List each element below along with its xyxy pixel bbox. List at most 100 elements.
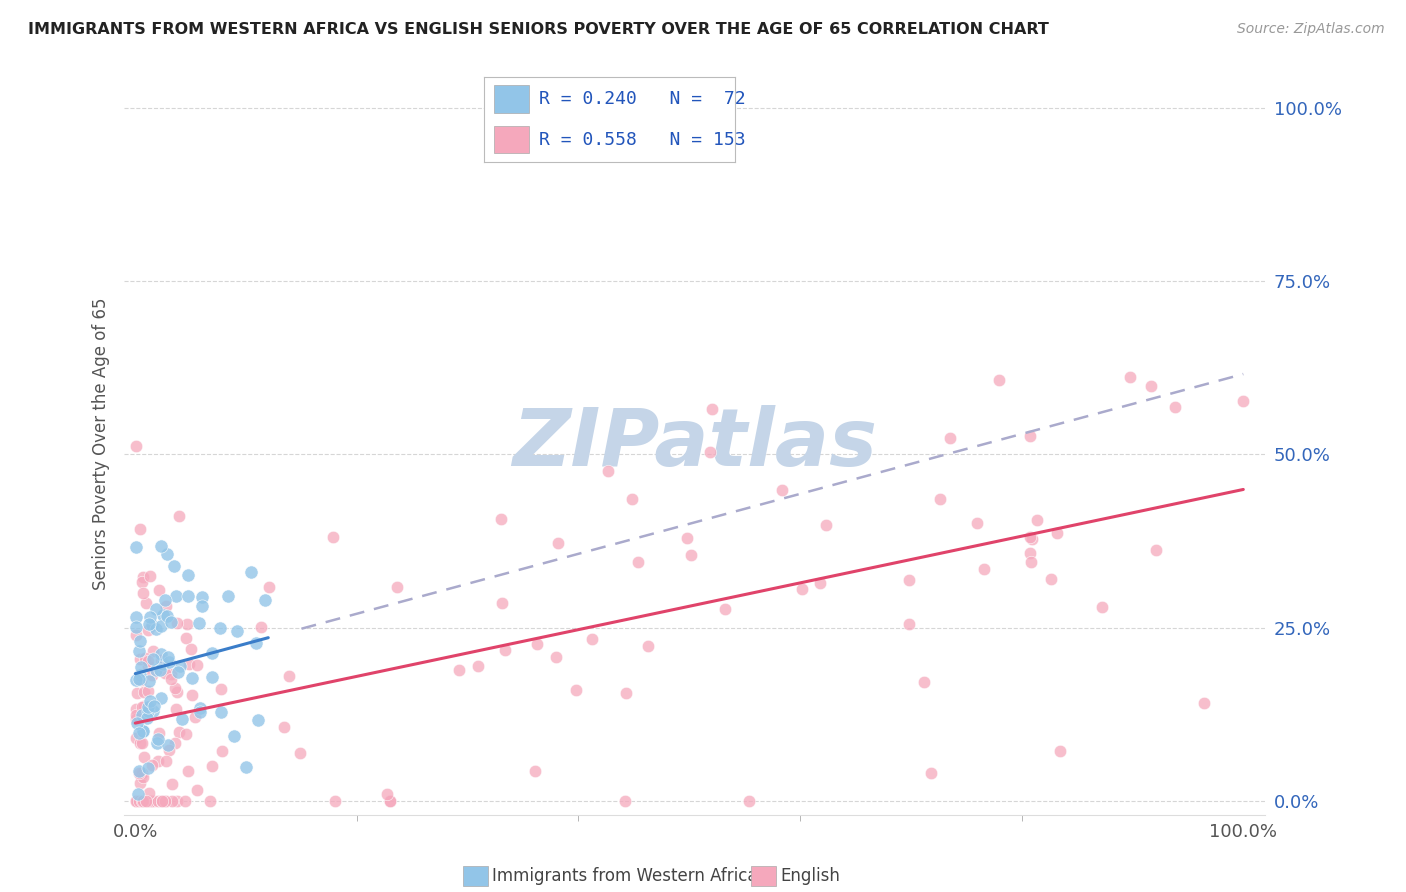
Point [131, 766, 153, 780]
Point [929, 492, 952, 507]
Point [240, 565, 263, 579]
Text: English: English [780, 867, 841, 885]
Point [125, 794, 148, 808]
Point [166, 685, 188, 699]
Point [128, 668, 150, 682]
Point [150, 539, 173, 553]
Point [166, 615, 188, 630]
Point [157, 738, 180, 752]
Point [127, 787, 149, 801]
Point [524, 764, 547, 779]
Point [148, 725, 170, 739]
Point [180, 689, 202, 703]
Point [681, 548, 703, 562]
Point [808, 575, 831, 590]
Point [138, 794, 160, 808]
Point [131, 575, 153, 590]
Point [125, 702, 148, 716]
Point [146, 731, 169, 746]
Point [160, 794, 183, 808]
Point [290, 746, 312, 760]
Point [132, 698, 155, 713]
Point [155, 599, 177, 613]
Point [1119, 370, 1142, 384]
Point [467, 659, 489, 673]
Point [139, 694, 162, 708]
Point [209, 681, 232, 696]
Point [322, 530, 344, 544]
Point [966, 516, 988, 530]
Point [145, 663, 167, 677]
Point [131, 794, 153, 808]
Point [125, 620, 148, 634]
Point [149, 691, 172, 706]
Text: Immigrants from Western Africa: Immigrants from Western Africa [492, 867, 758, 885]
Point [125, 794, 148, 808]
Point [152, 607, 174, 622]
Point [138, 673, 160, 688]
Point [898, 573, 921, 587]
Point [973, 562, 995, 576]
Point [150, 647, 173, 661]
Point [257, 580, 280, 594]
Point [139, 794, 162, 808]
Point [152, 794, 174, 808]
Point [247, 713, 270, 727]
Point [1039, 572, 1062, 586]
Point [1140, 379, 1163, 393]
Point [148, 583, 170, 598]
Point [128, 726, 150, 740]
Point [792, 582, 814, 596]
Point [128, 522, 150, 536]
Point [129, 634, 152, 648]
Point [377, 788, 399, 802]
Point [177, 568, 200, 582]
Point [129, 660, 152, 674]
Point [217, 589, 239, 603]
Point [153, 794, 176, 808]
Point [245, 635, 267, 649]
Point [138, 683, 160, 698]
Point [613, 794, 636, 808]
Point [160, 666, 183, 681]
Point [676, 532, 699, 546]
Point [177, 657, 200, 671]
Point [128, 794, 150, 808]
Point [153, 592, 176, 607]
Point [142, 644, 165, 658]
Point [186, 658, 208, 673]
Point [273, 720, 295, 734]
Point [277, 669, 299, 683]
Point [201, 647, 224, 661]
Point [142, 794, 165, 808]
Point [128, 644, 150, 658]
Point [596, 464, 619, 478]
Point [581, 632, 603, 647]
Point [125, 686, 148, 700]
Point [191, 591, 214, 605]
Point [167, 508, 190, 523]
Point [713, 602, 735, 616]
Point [188, 701, 211, 715]
Point [131, 769, 153, 783]
Point [156, 547, 179, 561]
Point [138, 794, 160, 808]
Point [184, 710, 207, 724]
Point [142, 794, 165, 808]
Point [159, 672, 181, 686]
Point [491, 596, 513, 610]
Point [157, 650, 180, 665]
Point [173, 794, 195, 808]
Point [165, 702, 187, 716]
Point [131, 794, 153, 808]
Point [186, 782, 208, 797]
Point [209, 621, 232, 635]
Point [150, 794, 173, 808]
Point [125, 707, 148, 722]
Point [131, 708, 153, 723]
Y-axis label: Seniors Poverty Over the Age of 65: Seniors Poverty Over the Age of 65 [93, 298, 110, 591]
Point [136, 655, 159, 669]
Point [181, 671, 204, 685]
Point [235, 760, 257, 774]
Point [155, 794, 177, 808]
